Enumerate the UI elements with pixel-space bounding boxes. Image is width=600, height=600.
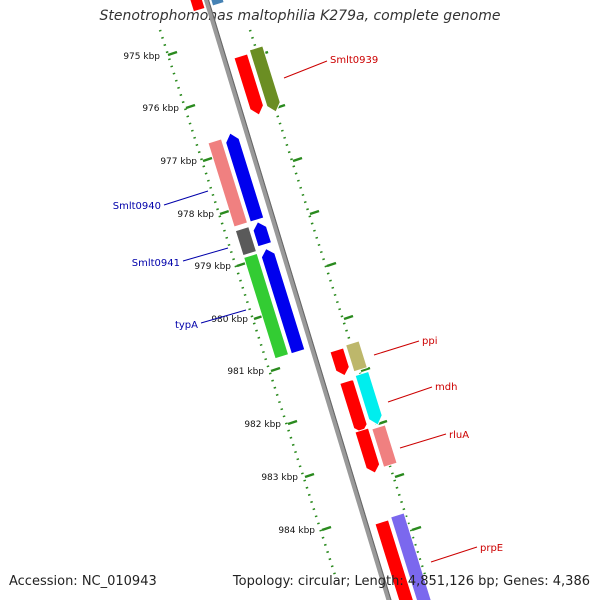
gene-feature[interactable] [251, 220, 273, 248]
gene-feature[interactable] [259, 246, 306, 355]
accession-text: Accession: NC_010943 [9, 574, 157, 589]
gene-feature[interactable] [223, 131, 265, 223]
kbp-label: 977 kbp [160, 157, 197, 167]
kbp-label: 980 kbp [211, 315, 248, 325]
gene-feature[interactable] [374, 519, 416, 600]
gene-feature[interactable] [248, 45, 282, 114]
gene-feature[interactable] [234, 226, 258, 257]
gene-feature[interactable] [207, 138, 249, 228]
gene-label-smlt0940[interactable]: Smlt0940 [113, 201, 161, 212]
gene-feature[interactable] [329, 347, 351, 378]
kbp-label: 983 kbp [261, 473, 298, 483]
kbp-label: 975 kbp [123, 52, 160, 62]
gene-labels: Smlt0939 Smlt0940 Smlt0941 typA ppi mdh … [113, 55, 503, 563]
gene-feature[interactable] [390, 512, 432, 600]
gene-label-rlua[interactable]: rluA [449, 430, 469, 441]
gene-label-smlt0939[interactable]: Smlt0939 [330, 55, 378, 66]
genome-summary-text: Topology: circular; Length: 4,851,126 bp… [232, 574, 590, 589]
kbp-label: 979 kbp [194, 262, 231, 272]
gene-feature[interactable] [187, 0, 206, 13]
tick-ruler-right [248, 29, 427, 576]
kbp-labels: 975 kbp 976 kbp 977 kbp 978 kbp 979 kbp … [123, 52, 315, 536]
gene-feature[interactable] [354, 370, 384, 427]
gene-feature[interactable] [243, 252, 290, 360]
gene-feature[interactable] [206, 0, 225, 7]
gene-feature[interactable] [354, 427, 382, 475]
gene-feature[interactable] [371, 424, 398, 468]
kbp-label: 978 kbp [177, 210, 214, 220]
gene-feature[interactable] [339, 378, 369, 435]
tick-ruler-left [158, 29, 337, 576]
gene-label-typa[interactable]: typA [175, 320, 198, 331]
kbp-label: 976 kbp [142, 104, 179, 114]
gene-feature[interactable] [345, 340, 368, 373]
features [187, 0, 432, 600]
kbp-label: 981 kbp [227, 367, 264, 377]
kbp-label: 982 kbp [244, 420, 281, 430]
kbp-label: 984 kbp [278, 526, 315, 536]
gene-label-mdh[interactable]: mdh [435, 382, 457, 393]
gene-label-ppi[interactable]: ppi [422, 336, 437, 347]
gene-feature[interactable] [233, 53, 266, 117]
genome-backbone [203, 0, 392, 600]
gene-label-smlt0941[interactable]: Smlt0941 [132, 258, 180, 269]
gene-label-prpe[interactable]: prpE [480, 543, 503, 554]
map-title: Stenotrophomonas maltophilia K279a, comp… [99, 8, 501, 24]
